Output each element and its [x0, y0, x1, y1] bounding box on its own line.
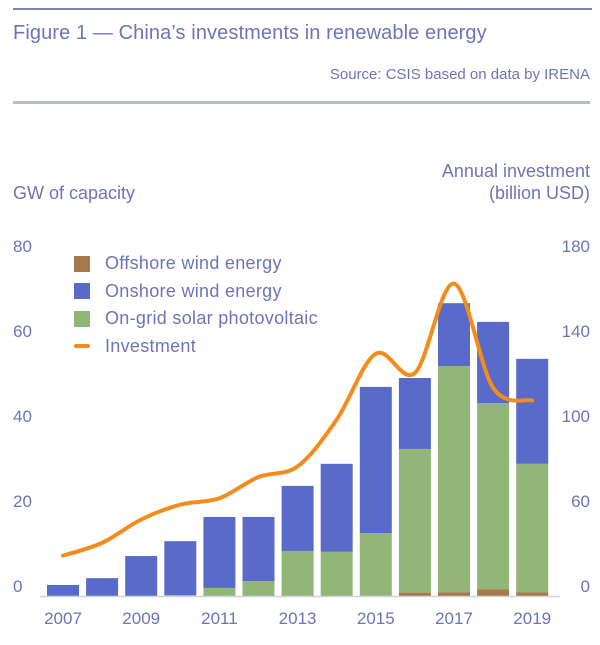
bars-group — [47, 303, 549, 596]
x-tick-label: 2019 — [513, 609, 551, 628]
bar-onshore-2011 — [203, 516, 236, 588]
bar-solar-2014 — [320, 551, 353, 596]
bar-onshore-2016 — [398, 377, 431, 449]
right-tick-label: 60 — [571, 492, 590, 511]
top-rule — [13, 8, 592, 10]
investment-line — [61, 281, 535, 558]
bar-offshore-2019 — [516, 592, 549, 596]
left-tick-label: 0 — [13, 577, 22, 596]
left-tick-label: 40 — [13, 407, 32, 426]
left-tick-label: 80 — [13, 237, 32, 256]
figure-title: Figure 1 — China’s investments in renewa… — [13, 22, 487, 44]
right-tick-label: 0 — [581, 577, 590, 596]
bar-onshore-2019 — [516, 358, 549, 464]
legend-label: On-grid solar photovoltaic — [105, 308, 318, 329]
bar-solar-2018 — [477, 403, 510, 590]
right-axis-title-line2: (billion USD) — [488, 183, 590, 203]
bar-offshore-2016 — [398, 592, 431, 596]
source-note: Source: CSIS based on data by IRENA — [329, 66, 590, 83]
x-tick-label: 2011 — [201, 609, 238, 628]
bar-offshore-2017 — [438, 592, 470, 596]
bar-onshore-2007 — [47, 584, 79, 596]
bar-onshore-2009 — [125, 556, 158, 596]
bar-solar-2017 — [438, 366, 470, 593]
bar-solar-2016 — [398, 448, 431, 593]
bar-solar-2012 — [242, 581, 275, 596]
bar-offshore-2018 — [477, 589, 510, 596]
bar-solar-2019 — [516, 463, 549, 593]
right-tick-label: 180 — [562, 237, 590, 256]
right-axis-title: Annual investment (billion USD) — [442, 160, 590, 204]
x-tick-label: 2009 — [122, 609, 160, 628]
legend-item-investment: Investment — [74, 333, 318, 361]
left-axis-title: GW of capacity — [13, 183, 136, 203]
bar-onshore-2015 — [359, 386, 392, 534]
left-tick-label: 20 — [13, 492, 32, 511]
x-tick-label: 2007 — [44, 609, 82, 628]
bar-onshore-2013 — [281, 485, 314, 551]
legend-label: Onshore wind energy — [105, 280, 282, 301]
offshore-swatch — [74, 255, 90, 272]
bar-solar-2015 — [359, 533, 392, 596]
right-axis-title-line1: Annual investment — [441, 161, 590, 181]
bar-solar-2011 — [203, 587, 236, 596]
right-tick-label: 100 — [562, 407, 590, 426]
bar-onshore-2017 — [438, 303, 470, 367]
legend-item-solar: On-grid solar photovoltaic — [74, 305, 318, 333]
x-tick-label: 2013 — [279, 609, 317, 628]
legend-label: Offshore wind energy — [105, 253, 282, 274]
onshore-swatch — [74, 283, 90, 300]
bar-onshore-2010 — [164, 541, 197, 596]
header-divider — [13, 101, 590, 104]
investment-line-swatch — [74, 344, 90, 349]
x-tick-label: 2017 — [435, 609, 473, 628]
bar-onshore-2008 — [86, 578, 119, 596]
legend-label: Investment — [105, 335, 197, 356]
legend-item-offshore: Offshore wind energy — [74, 250, 318, 278]
x-tick-label: 2015 — [357, 609, 395, 628]
bar-onshore-2012 — [242, 516, 275, 582]
right-axis-ticks: 0 60 100 140 180 — [562, 237, 590, 596]
x-axis-ticks: 2007 2009 2011 2013 2015 2017 2019 — [44, 609, 551, 628]
bar-onshore-2014 — [320, 463, 353, 552]
solar-swatch — [74, 310, 90, 327]
legend-item-onshore: Onshore wind energy — [74, 278, 318, 306]
bar-solar-2010 — [164, 595, 197, 596]
bar-solar-2013 — [281, 550, 314, 596]
left-tick-label: 60 — [13, 322, 32, 341]
right-tick-label: 140 — [562, 322, 590, 341]
left-axis-ticks: 0 20 40 60 80 — [13, 237, 32, 596]
legend: Offshore wind energy Onshore wind energy… — [74, 250, 318, 360]
